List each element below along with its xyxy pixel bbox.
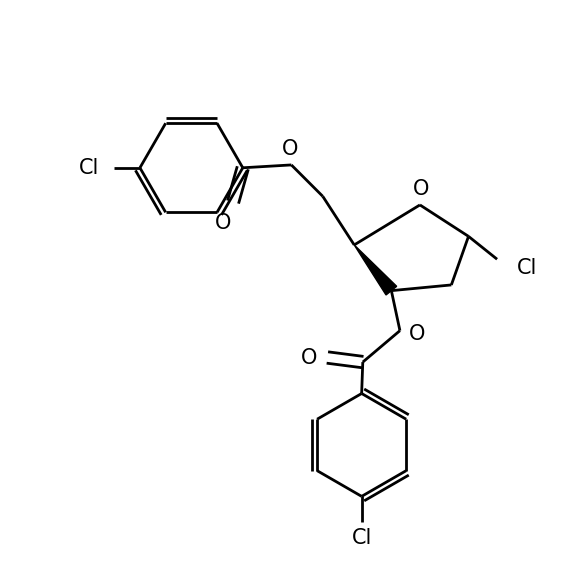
Text: O: O: [413, 179, 429, 199]
Polygon shape: [354, 245, 396, 295]
Text: Cl: Cl: [351, 528, 372, 548]
Text: O: O: [301, 348, 317, 367]
Text: Cl: Cl: [78, 158, 99, 178]
Text: O: O: [215, 213, 231, 233]
Text: O: O: [282, 139, 298, 159]
Text: O: O: [409, 323, 425, 343]
Text: Cl: Cl: [517, 258, 537, 278]
